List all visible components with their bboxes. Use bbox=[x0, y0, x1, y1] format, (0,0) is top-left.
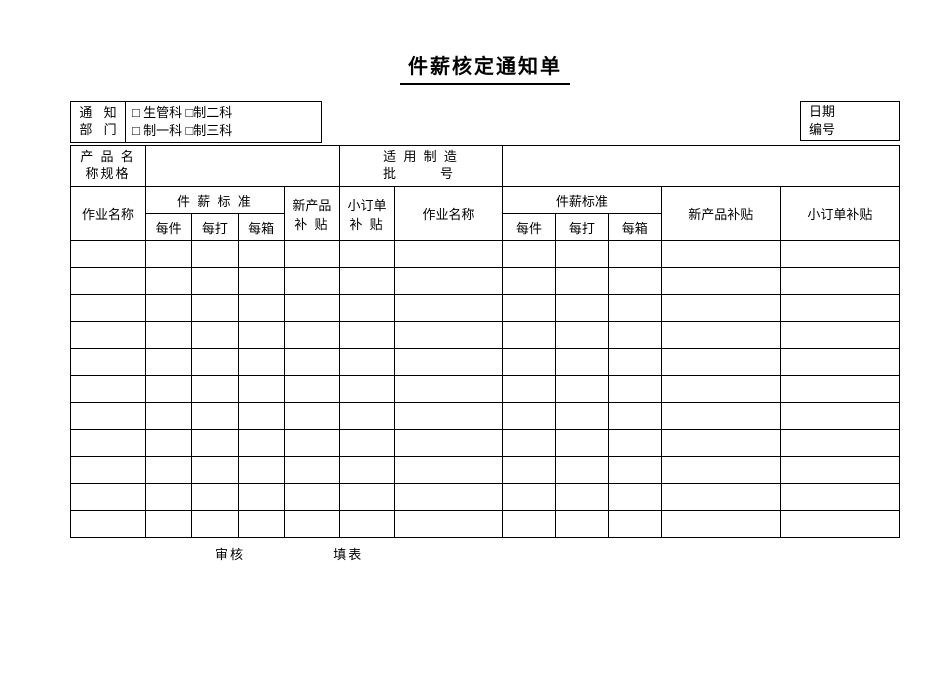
table-row bbox=[71, 349, 900, 376]
main-table: 产 品 名 称规格 适 用 制 造 批 号 作业名称 件 薪 标 准 新产品 补… bbox=[70, 145, 900, 538]
table-row bbox=[71, 430, 900, 457]
notify-label-line1: 通 知 bbox=[79, 105, 120, 122]
notify-label-line2: 部 门 bbox=[79, 122, 120, 139]
table-row bbox=[71, 457, 900, 484]
table-row bbox=[71, 322, 900, 349]
table-row bbox=[71, 241, 900, 268]
table-row bbox=[71, 403, 900, 430]
col-each-box-left: 每箱 bbox=[238, 214, 284, 241]
form-title: 件薪核定通知单 bbox=[70, 50, 900, 79]
title-underline bbox=[400, 83, 570, 85]
col-piece-std-right: 件薪标准 bbox=[503, 187, 662, 214]
col-small-order-left: 小订单 补 贴 bbox=[339, 187, 394, 241]
col-each-dozen-left: 每打 bbox=[192, 214, 238, 241]
table-row bbox=[71, 376, 900, 403]
notify-dept-box: 通 知 部 门 □ 生管科 □制二科 □ 制一科 □制三科 bbox=[70, 101, 322, 143]
col-job-right: 作业名称 bbox=[395, 187, 503, 241]
col-small-order-right: 小订单补贴 bbox=[780, 187, 899, 241]
batch-label: 适 用 制 造 批 号 bbox=[339, 146, 502, 187]
batch-cell bbox=[503, 146, 900, 187]
notify-options: □ 生管科 □制二科 □ 制一科 □制三科 bbox=[126, 102, 321, 142]
review-label: 审核 bbox=[215, 544, 245, 563]
col-each-piece-right: 每件 bbox=[503, 214, 556, 241]
date-number-box: 日期 编号 bbox=[800, 101, 900, 141]
table-row bbox=[71, 484, 900, 511]
col-new-prod-left: 新产品 补 贴 bbox=[284, 187, 339, 241]
number-label: 编号 bbox=[809, 121, 899, 139]
col-each-box-right: 每箱 bbox=[608, 214, 661, 241]
col-job-left: 作业名称 bbox=[71, 187, 146, 241]
table-row bbox=[71, 295, 900, 322]
col-new-prod-right: 新产品补贴 bbox=[661, 187, 780, 241]
notify-row-2: □ 制一科 □制三科 bbox=[132, 122, 321, 140]
table-row bbox=[71, 268, 900, 295]
product-name-label: 产 品 名 称规格 bbox=[71, 146, 146, 187]
form-page: 件薪核定通知单 通 知 部 门 □ 生管科 □制二科 □ 制一科 □制三科 日期… bbox=[70, 50, 900, 563]
product-name-cell bbox=[145, 146, 339, 187]
date-label: 日期 bbox=[809, 103, 899, 121]
col-each-piece-left: 每件 bbox=[145, 214, 191, 241]
notify-row-1: □ 生管科 □制二科 bbox=[132, 104, 321, 122]
table-row bbox=[71, 511, 900, 538]
col-piece-std-left: 件 薪 标 准 bbox=[145, 187, 284, 214]
notify-label: 通 知 部 门 bbox=[71, 102, 126, 142]
col-each-dozen-right: 每打 bbox=[555, 214, 608, 241]
fill-label: 填表 bbox=[333, 544, 363, 563]
footer-row: 审核 填表 bbox=[70, 544, 900, 563]
top-row: 通 知 部 门 □ 生管科 □制二科 □ 制一科 □制三科 日期 编号 bbox=[70, 101, 900, 145]
